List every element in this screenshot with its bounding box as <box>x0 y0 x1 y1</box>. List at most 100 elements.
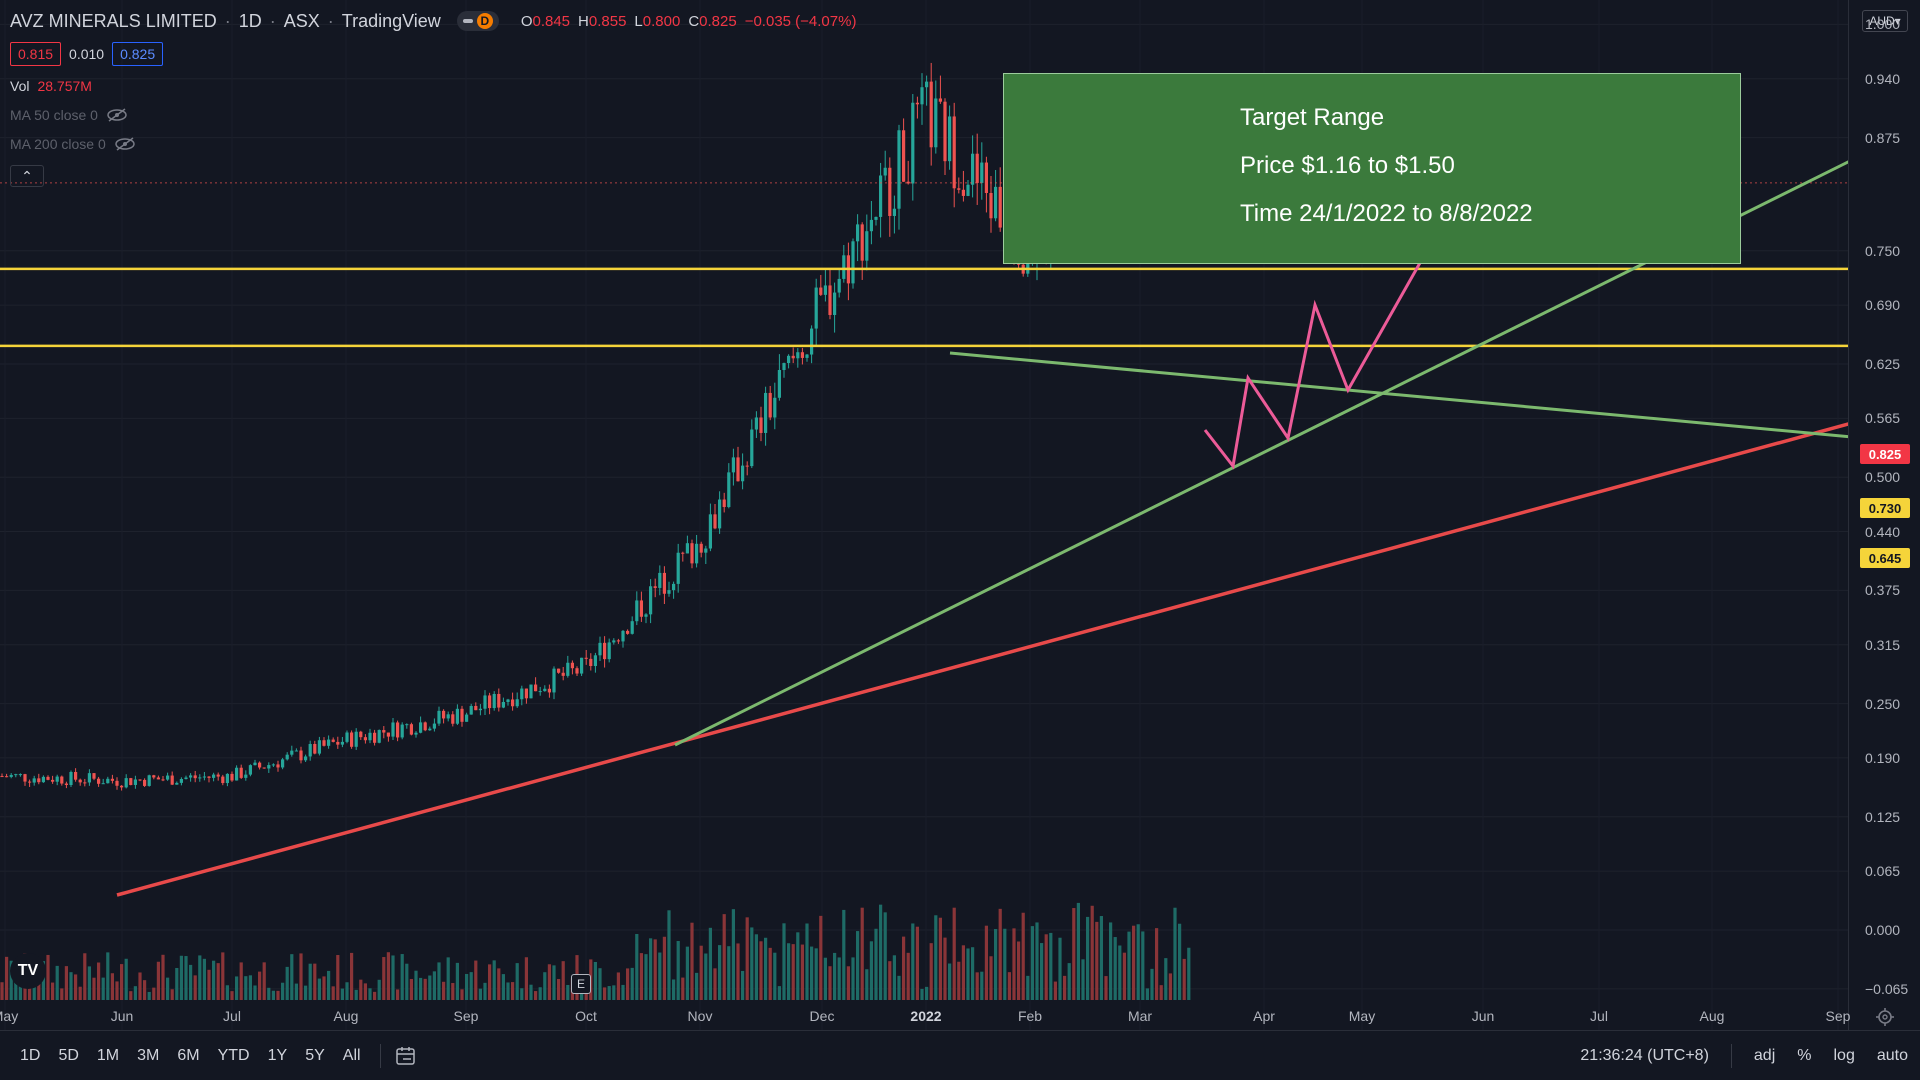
candle-body <box>87 773 91 783</box>
volume-bar <box>432 971 436 1000</box>
volume-bar <box>948 963 952 1000</box>
volume-bar <box>745 917 749 1000</box>
volume-bar <box>879 904 883 1000</box>
volume-legend[interactable]: Vol 28.757M <box>10 78 92 94</box>
volume-bar <box>1058 937 1062 1000</box>
volume-bar <box>179 955 183 1000</box>
target-range-note[interactable]: Target Range Price $1.16 to $1.50 Time 2… <box>1003 73 1741 264</box>
ohlc-high: H0.855 <box>578 12 627 30</box>
volume-bar <box>1095 921 1099 1000</box>
sell-button[interactable]: 0.815 <box>10 42 62 66</box>
ohlc-close: C0.825 <box>688 12 737 30</box>
level-label-lower: 0.645 <box>1860 548 1910 568</box>
volume-bar <box>1072 908 1076 1000</box>
timeframe-6m[interactable]: 6M <box>177 1047 200 1064</box>
candle-body <box>115 780 119 786</box>
candle-body <box>842 255 846 279</box>
percent-toggle[interactable]: % <box>1797 1047 1812 1064</box>
candle-body <box>603 642 607 660</box>
x-tick-label: Aug <box>1699 1008 1725 1024</box>
auto-toggle[interactable]: auto <box>1876 1047 1908 1064</box>
volume-bar <box>322 976 326 1000</box>
data-status-pill[interactable]: D <box>456 11 499 31</box>
candle-body <box>796 352 800 359</box>
candle-body <box>736 457 740 482</box>
volume-bar <box>823 957 827 1000</box>
ma200-legend[interactable]: MA 200 close 0 <box>10 136 136 152</box>
volume-bar <box>865 969 869 1000</box>
quote-boxes: 0.815 0.010 0.825 <box>10 42 164 66</box>
volume-bar <box>51 982 55 1000</box>
timeframe-ytd[interactable]: YTD <box>217 1047 250 1064</box>
timeframe-all[interactable]: All <box>342 1047 361 1064</box>
clock-label[interactable]: 21:36:24 (UTC+8) <box>1580 1047 1709 1064</box>
y-tick-label: 0.190 <box>1865 749 1901 766</box>
timeframe-5y[interactable]: 5Y <box>305 1047 325 1064</box>
adj-toggle[interactable]: adj <box>1753 1047 1776 1064</box>
volume-bar <box>184 956 188 1000</box>
candle-body <box>989 192 993 219</box>
buy-button[interactable]: 0.825 <box>112 42 164 66</box>
volume-bar <box>488 964 492 1000</box>
candle-body <box>386 732 390 737</box>
candle-body <box>607 642 611 660</box>
timeframe-3m[interactable]: 3M <box>137 1047 160 1064</box>
candle-body <box>235 767 239 781</box>
timeframe-1m[interactable]: 1M <box>96 1047 120 1064</box>
candle-body <box>787 355 791 364</box>
volume-bar <box>713 968 717 1000</box>
timeframe-1y[interactable]: 1Y <box>267 1047 288 1064</box>
symbol-name[interactable]: AVZ MINERALS LIMITED <box>10 10 217 31</box>
volume-bar <box>363 983 367 1000</box>
ma50-legend[interactable]: MA 50 close 0 <box>10 107 128 123</box>
separator: · <box>269 10 276 31</box>
interval-label[interactable]: 1D <box>238 10 262 31</box>
candle-body <box>810 328 814 355</box>
candle-body <box>722 499 726 508</box>
volume-bar <box>451 983 455 1000</box>
volume-bar <box>1164 958 1168 1000</box>
volume-bar <box>1118 945 1122 1000</box>
price-axis[interactable] <box>1848 0 1920 1030</box>
candle-body <box>294 750 298 752</box>
candle-body <box>161 779 165 781</box>
candle-body <box>580 657 584 674</box>
eye-hidden-icon[interactable] <box>114 137 136 151</box>
collapse-legend-button[interactable]: ⌃ <box>10 165 44 187</box>
volume-bar <box>469 972 473 1000</box>
x-tick-label: Aug <box>333 1008 359 1024</box>
volume-bar <box>805 923 809 1000</box>
candle-body <box>598 642 602 656</box>
candle-body <box>529 684 533 699</box>
gear-icon[interactable] <box>1875 1007 1895 1027</box>
timeframe-1d[interactable]: 1D <box>20 1047 41 1064</box>
tradingview-logo[interactable]: TV <box>10 953 46 989</box>
volume-bar <box>511 982 515 1000</box>
candle-body <box>621 630 625 642</box>
volume-bar <box>106 952 110 1000</box>
volume-bar <box>1007 972 1011 1000</box>
volume-bar <box>55 965 59 1000</box>
timeframe-5d[interactable]: 5D <box>58 1047 79 1064</box>
volume-bar <box>593 961 597 1000</box>
x-tick-label: Jul <box>1590 1008 1608 1024</box>
candle-body <box>856 224 860 242</box>
candle-body <box>267 765 271 769</box>
volume-bar <box>340 988 344 1000</box>
candle-body <box>248 765 252 775</box>
minus-icon <box>462 19 473 23</box>
toolbar-divider <box>379 1044 381 1068</box>
calendar-range-icon[interactable] <box>395 1046 417 1066</box>
earnings-marker[interactable]: E <box>571 974 591 994</box>
volume-bar <box>837 957 841 1000</box>
currency-button[interactable]: AUD ▾ <box>1862 10 1908 32</box>
volume-bar <box>869 941 873 1000</box>
log-toggle[interactable]: log <box>1833 1047 1855 1064</box>
volume-bar <box>957 961 961 1000</box>
candle-body <box>97 778 101 784</box>
candle-body <box>488 695 492 709</box>
eye-hidden-icon[interactable] <box>106 108 128 122</box>
candle-body <box>892 208 896 216</box>
candle-body <box>253 762 257 766</box>
volume-bar <box>736 943 740 1000</box>
